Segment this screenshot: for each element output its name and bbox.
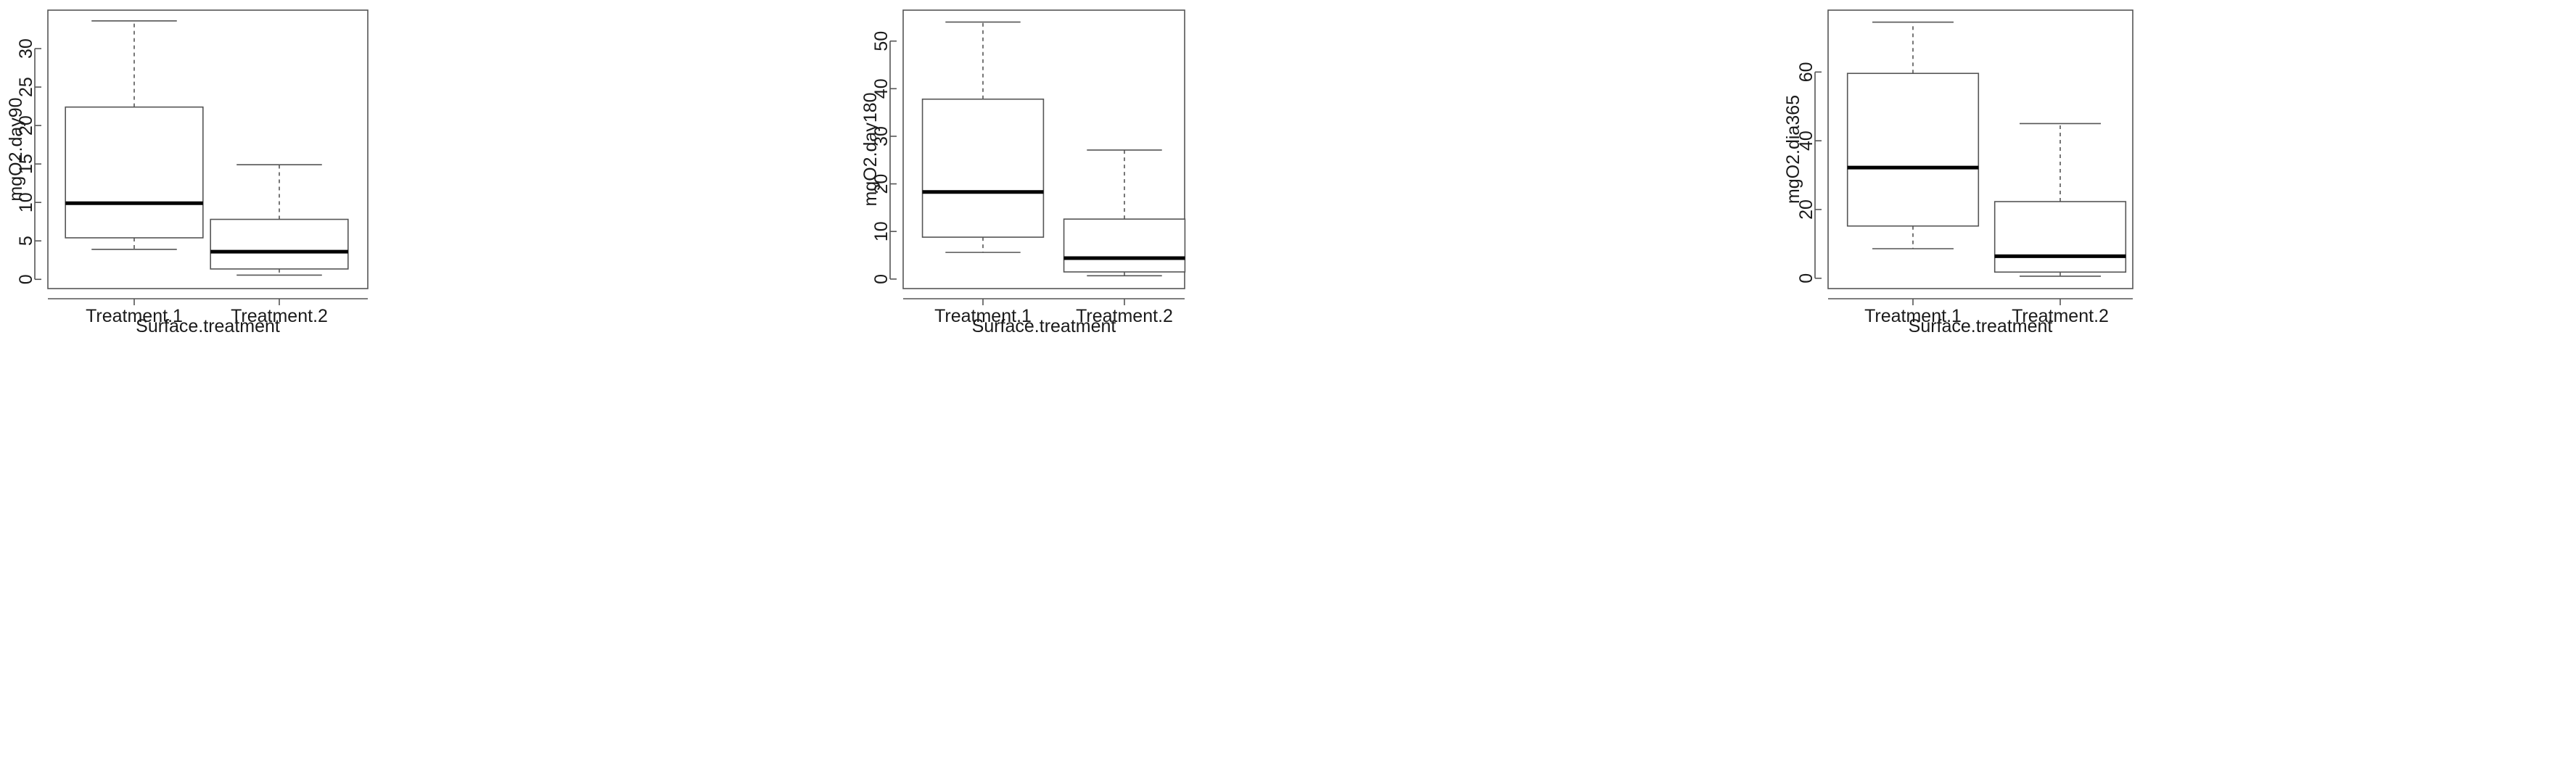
boxplot-box-treatment-1: Treatment.1 xyxy=(1846,21,1980,326)
y-tick-label: 20 xyxy=(871,174,892,194)
x-tick-label: Treatment.1 xyxy=(934,306,1032,326)
y-axis-title: mgO2.day90 xyxy=(6,97,26,201)
y-tick-label: 0 xyxy=(871,274,892,284)
x-tick-label: Treatment.2 xyxy=(1076,306,1173,326)
x-tick-label: Treatment.1 xyxy=(1864,306,1962,326)
boxplot-box-treatment-2: Treatment.2 xyxy=(1063,149,1186,326)
boxplot-panel-2: 0 10 20 30 40 50 mgO2.day180 Treatment.1 Treatme… xyxy=(834,0,1741,778)
y-tick-label: 0 xyxy=(1796,273,1816,284)
y-tick-label: 30 xyxy=(871,126,892,146)
x-axis-title: Surface.treatment xyxy=(136,316,280,336)
plot-frame xyxy=(1827,9,2133,289)
iqr-box xyxy=(65,106,204,239)
x-axis-title: Surface.treatment xyxy=(972,316,1116,336)
plot-frame xyxy=(47,9,369,289)
y-tick-label: 40 xyxy=(1796,131,1816,151)
y-tick-label: 60 xyxy=(1796,62,1816,82)
iqr-box xyxy=(921,98,1045,238)
iqr-box xyxy=(1993,201,2127,273)
boxplot-box-treatment-1: Treatment.1 xyxy=(921,21,1045,326)
boxplot-box-treatment-1: Treatment.1 xyxy=(65,20,204,326)
iqr-box xyxy=(1063,218,1186,273)
y-tick-label: 40 xyxy=(871,78,892,99)
iqr-box xyxy=(1846,73,1980,227)
y-axis-title: mgO2.day180 xyxy=(860,92,881,206)
y-tick-label: 0 xyxy=(16,274,36,284)
y-tick-label: 30 xyxy=(16,38,36,59)
y-tick-label: 50 xyxy=(871,31,892,51)
y-tick-label: 20 xyxy=(16,115,36,136)
y-tick-label: 10 xyxy=(871,221,892,241)
y-tick-label: 20 xyxy=(1796,199,1816,220)
y-tick-label: 15 xyxy=(16,154,36,174)
x-axis-title: Surface.treatment xyxy=(1909,316,2053,336)
x-tick-label: Treatment.2 xyxy=(231,306,328,326)
y-tick-label: 10 xyxy=(16,192,36,212)
boxplot-panel-1: 0 5 10 15 20 25 30 mgO2.day90 Treatment.1 Treatme… xyxy=(0,0,834,778)
y-axis-title: mgO2.dia365 xyxy=(1783,95,1803,204)
boxplot-box-treatment-2: Treatment.2 xyxy=(1993,123,2127,326)
x-tick-label: Treatment.1 xyxy=(86,306,183,326)
boxplot-panel-3: 0 20 40 60 mgO2.dia365 Treatment.1 Treatment.2… xyxy=(1741,0,2576,778)
y-tick-label: 25 xyxy=(16,77,36,97)
y-tick-label: 5 xyxy=(16,236,36,246)
iqr-box xyxy=(210,218,349,270)
boxplot-box-treatment-2: Treatment.2 xyxy=(210,164,349,326)
plot-frame xyxy=(902,9,1185,289)
x-tick-label: Treatment.2 xyxy=(2012,306,2109,326)
